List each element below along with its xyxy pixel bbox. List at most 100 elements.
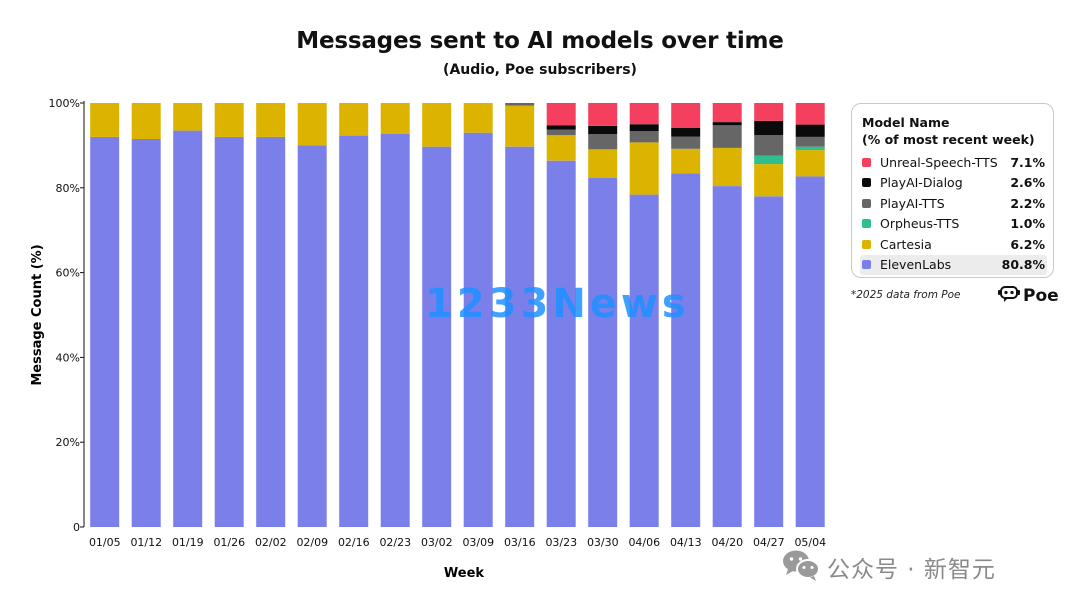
y-axis-label: Message Count (%) [30, 244, 45, 385]
y-tick-label: 100% [49, 97, 80, 110]
x-tick-label: 03/02 [421, 536, 453, 549]
legend-item-name: Orpheus-TTS [880, 216, 960, 232]
bar-segment-elevenlabs [256, 136, 286, 527]
y-tick-label: 60% [56, 267, 80, 280]
bar-segment-cartesia [173, 103, 203, 131]
legend-swatch [862, 157, 871, 167]
bar-segment-unreal-speech-tts [671, 103, 701, 128]
bar-segment-playai-dialog [754, 120, 784, 136]
bar-segment-cartesia [754, 164, 784, 197]
bar-segment-playai-dialog [712, 122, 742, 126]
legend-item-value: 7.1% [1010, 154, 1045, 170]
x-tick-label: 01/19 [172, 536, 204, 549]
x-tick-label: 05/04 [794, 536, 826, 549]
bar-segment-playai-dialog [588, 125, 618, 134]
bar-segment-playai-tts [546, 129, 576, 136]
bar-segment-elevenlabs [588, 178, 618, 527]
bar-segment-cartesia [712, 147, 742, 187]
bar-segment-unreal-speech-tts [546, 103, 576, 126]
bar-segment-elevenlabs [339, 135, 369, 527]
x-tick-label: 03/23 [545, 536, 577, 549]
legend: Model Name (% of most recent week) Unrea… [851, 103, 1054, 278]
bar-segment-orpheus-tts [754, 155, 784, 165]
x-tick-label: 03/16 [504, 536, 536, 549]
bar-segment-elevenlabs [173, 130, 203, 527]
footnote: *2025 data from Poe [851, 289, 961, 301]
x-tick-label: 02/16 [338, 536, 370, 549]
bar-segment-playai-dialog [795, 124, 825, 137]
legend-item-value: 1.0% [1010, 216, 1045, 232]
legend-item-cartesia: Cartesia 6.2% [860, 234, 1047, 255]
wechat-icon [781, 548, 821, 586]
bar-segment-cartesia [505, 105, 535, 147]
x-axis-ticks: 01/05 01/12 01/19 01/26 02/02 02/09 02/16 02/23… [89, 536, 826, 549]
legend-item-name: ElevenLabs [880, 257, 952, 273]
legend-item-playai-dialog: PlayAI-Dialog 2.6% [860, 173, 1047, 194]
bar-segment-cartesia [588, 149, 618, 178]
poe-brand-text: Poe [1023, 286, 1059, 306]
legend-item-name: Cartesia [880, 236, 932, 252]
bar-segment-unreal-speech-tts [754, 103, 784, 121]
x-tick-label: 04/20 [711, 536, 743, 549]
x-tick-label: 04/13 [670, 536, 702, 549]
x-tick-label: 01/05 [89, 536, 121, 549]
y-tick-label: 20% [56, 436, 80, 449]
bar-segment-cartesia [422, 103, 452, 147]
bar-segment-elevenlabs [712, 186, 742, 527]
legend-swatch [862, 178, 871, 188]
bar-segment-elevenlabs [463, 132, 493, 527]
bar-group [90, 103, 825, 528]
legend-item-name: PlayAI-TTS [880, 195, 945, 211]
bar-segment-cartesia [339, 103, 369, 136]
bar-segment-cartesia [629, 142, 659, 195]
x-tick-label: 04/06 [628, 536, 660, 549]
bar-segment-elevenlabs [795, 176, 825, 527]
bar-segment-orpheus-tts [795, 146, 825, 151]
legend-swatch [862, 219, 871, 229]
bar-segment-elevenlabs [380, 134, 410, 527]
bar-segment-elevenlabs [297, 145, 327, 527]
chart-title: Messages sent to AI models over time [296, 28, 784, 54]
wechat-footer: 公众号 · 新智元 [781, 548, 996, 586]
legend-title: Model Name [862, 115, 950, 130]
bar-segment-cartesia [297, 103, 327, 146]
x-tick-label: 02/09 [296, 536, 328, 549]
bar-segment-unreal-speech-tts [588, 103, 618, 126]
bar-segment-playai-tts [629, 131, 659, 143]
legend-item-value: 6.2% [1010, 236, 1045, 252]
bar-segment-cartesia [463, 103, 493, 133]
bar-segment-cartesia [214, 103, 244, 137]
bar-segment-elevenlabs [214, 136, 244, 527]
x-tick-label: 01/26 [213, 536, 245, 549]
x-tick-label: 04/27 [753, 536, 785, 549]
legend-item-elevenlabs: ElevenLabs 80.8% [860, 254, 1047, 275]
y-tick-label: 40% [56, 351, 80, 364]
legend-item-name: PlayAI-Dialog [880, 175, 963, 191]
bar-segment-playai-dialog [671, 128, 701, 137]
bar-segment-cartesia [671, 148, 701, 174]
legend-item-unreal-speech-tts: Unreal-Speech-TTS 7.1% [860, 152, 1047, 173]
chart-subtitle: (Audio, Poe subscribers) [443, 62, 637, 78]
legend-item-playai-tts: PlayAI-TTS 2.2% [860, 193, 1047, 214]
bar-segment-unreal-speech-tts [795, 103, 825, 125]
bar-segment-playai-tts [588, 134, 618, 150]
bar-segment-playai-tts [712, 125, 742, 148]
bar-segment-unreal-speech-tts [629, 103, 659, 125]
bar-segment-playai-tts [795, 136, 825, 147]
bar-segment-elevenlabs [629, 194, 659, 527]
x-tick-label: 03/09 [462, 536, 494, 549]
legend-swatch [862, 239, 871, 249]
bar-segment-cartesia [380, 103, 410, 134]
bar-segment-playai-tts [754, 135, 784, 156]
bar-segment-cartesia [90, 103, 120, 137]
x-tick-label: 03/30 [587, 536, 619, 549]
bar-segment-cartesia [546, 135, 576, 161]
bar-segment-cartesia [131, 103, 161, 139]
legend-swatch [862, 260, 871, 270]
x-tick-label: 02/02 [255, 536, 287, 549]
bar-segment-elevenlabs [505, 146, 535, 527]
x-tick-label: 02/23 [379, 536, 411, 549]
legend-item-name: Unreal-Speech-TTS [880, 154, 998, 170]
x-axis-label: Week [444, 566, 485, 581]
bar-segment-elevenlabs [546, 160, 576, 527]
